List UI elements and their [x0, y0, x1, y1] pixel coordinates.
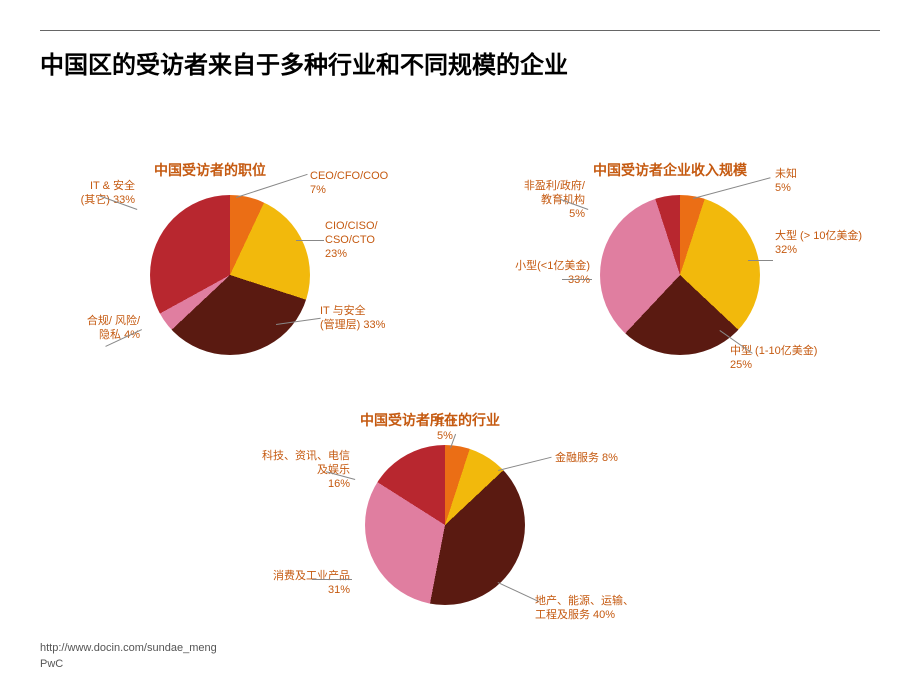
- chartC-leader-4: [312, 579, 352, 580]
- chartA-leader-2: [296, 240, 324, 241]
- chartA-label-it-mgmt: IT 与安全(管理层) 33%: [320, 305, 460, 333]
- footer-brand: PwC: [40, 658, 63, 670]
- chartA-label-cio: CIO/CISO/CSO/CTO23%: [325, 220, 465, 261]
- chartC-label-fin: 金融服务 8%: [555, 452, 685, 466]
- chartA-pie: [150, 195, 310, 355]
- chartC-leader-3: [498, 582, 539, 602]
- chartB-label-unknown: 未知5%: [775, 168, 855, 196]
- page-title: 中国区的受访者来自于多种行业和不同规模的企业: [40, 45, 568, 80]
- footer-url: http://www.docin.com/sundae_meng: [40, 642, 217, 654]
- chartC-label-tech: 科技、资讯、电信及娱乐16%: [210, 450, 350, 491]
- title-rule: [40, 30, 880, 31]
- chartC-label-cons: 消费及工业产品31%: [220, 570, 350, 598]
- chartB-pie: [600, 195, 760, 355]
- chartB-label-medium: 中型 (1-10亿美金)25%: [730, 345, 870, 373]
- chartA-label-ceo: CEO/CFO/COO7%: [310, 170, 450, 198]
- chartB-label-nonprof: 非盈利/政府/教育机构5%: [475, 180, 585, 221]
- chartC-label-realest: 地产、能源、运输、工程及服务 40%: [535, 595, 715, 623]
- chartB-title: 中国受访者企业收入规模: [560, 160, 780, 180]
- chartC-label-other: 其他5%: [400, 416, 490, 444]
- chartB-label-large: 大型 (> 10亿美金)32%: [775, 230, 895, 258]
- chartC-leader-2: [498, 457, 552, 471]
- chartB-leader-1: [693, 177, 771, 199]
- chartB-leader-4: [562, 279, 592, 280]
- chartB-label-small: 小型(<1亿美金)33%: [480, 260, 590, 288]
- chartA-title: 中国受访者的职位: [110, 160, 310, 180]
- chartB-leader-2: [748, 260, 773, 261]
